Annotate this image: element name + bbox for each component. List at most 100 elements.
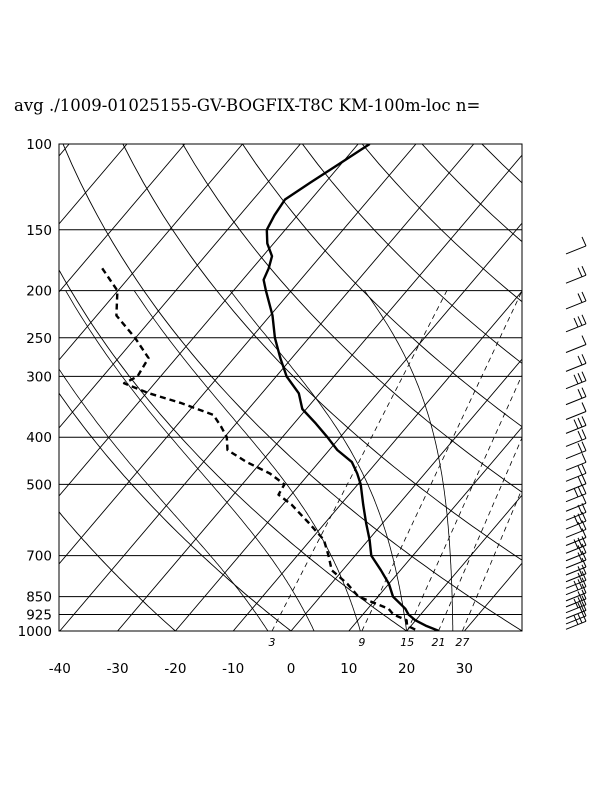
barb-shaft xyxy=(565,566,587,576)
wind-barb xyxy=(565,335,587,353)
mixing-ratio-label: 21 xyxy=(431,636,445,649)
temperature-tick-label: -20 xyxy=(164,661,186,677)
moist-adiabat xyxy=(59,368,269,631)
barb-shaft xyxy=(565,380,587,390)
mixing-ratio-label: 15 xyxy=(400,636,414,649)
barb-flag xyxy=(581,484,587,494)
barb-flag xyxy=(573,374,579,385)
mixing-ratio-line xyxy=(461,487,522,631)
barb-shaft xyxy=(565,544,587,554)
dry-adiabat xyxy=(242,144,522,428)
temperature-tick-label: 0 xyxy=(287,661,296,677)
barb-shaft xyxy=(565,461,587,471)
temperature-labels: -40 -30 -20 -10 0 10 20 30 xyxy=(49,661,473,677)
dry-adiabat xyxy=(361,144,522,303)
barb-shaft xyxy=(565,493,587,503)
barb-flag xyxy=(581,543,587,553)
wind-barb xyxy=(565,441,587,460)
wind-barb xyxy=(565,453,587,471)
wind-barb xyxy=(565,371,587,390)
temperature-profile xyxy=(262,144,440,631)
barb-shaft xyxy=(565,552,587,562)
temperature-tick-label: 10 xyxy=(340,661,357,677)
pressure-tick-label: 400 xyxy=(26,430,52,446)
barb-shaft xyxy=(565,609,587,619)
barb-flag xyxy=(577,504,583,515)
barb-flag xyxy=(577,521,583,532)
barb-flag xyxy=(573,515,579,525)
barb-flag xyxy=(581,474,587,484)
barb-shaft xyxy=(565,323,587,333)
isotherm xyxy=(59,144,475,631)
barb-flag xyxy=(577,486,583,496)
pressure-tick-label: 1000 xyxy=(18,624,52,640)
barb-flag xyxy=(581,441,587,451)
barb-flag xyxy=(581,464,587,474)
isotherm xyxy=(406,494,522,631)
isobars xyxy=(59,143,522,632)
dry-adiabat xyxy=(481,144,522,184)
isotherm xyxy=(232,290,522,631)
wind-barb xyxy=(565,511,587,530)
barb-shaft xyxy=(565,300,587,310)
pressure-tick-label: 250 xyxy=(26,331,52,347)
pressure-tick-label: 150 xyxy=(26,223,52,239)
barb-flag xyxy=(573,317,579,328)
barb-flag xyxy=(577,545,583,555)
isotherm xyxy=(117,154,522,631)
isotherm xyxy=(464,562,522,631)
barb-shaft xyxy=(565,411,587,420)
barb-flag xyxy=(577,316,583,326)
barb-flag xyxy=(581,595,587,605)
barb-flag xyxy=(581,612,587,622)
barb-shaft xyxy=(565,573,587,583)
barb-flag xyxy=(577,373,583,383)
isotherm xyxy=(59,144,128,225)
barb-flag xyxy=(581,354,587,364)
mixing-ratio-line xyxy=(438,436,522,631)
isotherm xyxy=(0,144,11,631)
barb-flag xyxy=(581,571,587,581)
wind-barb xyxy=(565,583,587,602)
wind-barb xyxy=(565,416,587,434)
isotherm xyxy=(521,630,522,631)
temperature-tick-label: 30 xyxy=(456,661,473,677)
barb-shaft xyxy=(565,592,587,602)
barb-flag xyxy=(577,579,583,589)
barb-flag xyxy=(581,371,587,381)
barb-flag xyxy=(577,566,583,576)
wind-barb xyxy=(565,402,587,420)
mixing-ratio-label: 9 xyxy=(358,636,365,649)
wind-barb xyxy=(565,577,587,596)
isotherm xyxy=(59,144,359,497)
barb-flag xyxy=(573,580,579,591)
barb-flag xyxy=(577,513,583,523)
mixing-ratio-line xyxy=(271,290,448,631)
barb-flag xyxy=(581,583,587,594)
wind-barb xyxy=(565,520,587,538)
barb-flag xyxy=(577,552,583,562)
barb-flag xyxy=(581,564,587,574)
moist-adiabat xyxy=(364,290,454,631)
pressure-tick-label: 925 xyxy=(26,608,52,624)
isotherm xyxy=(348,426,522,631)
barb-flag xyxy=(573,539,579,549)
pressure-tick-label: 100 xyxy=(26,137,52,153)
temperature-tick-label: -30 xyxy=(107,661,129,677)
barb-flag xyxy=(581,577,587,587)
barb-flag xyxy=(581,589,587,600)
barb-flag xyxy=(581,606,587,617)
moist-adiabat xyxy=(133,290,361,631)
wind-barb xyxy=(565,612,587,630)
isotherm xyxy=(290,358,522,631)
isotherm xyxy=(175,222,522,631)
wind-barb xyxy=(565,387,587,406)
mixing-ratio-labels: 3 9 15 21 27 xyxy=(269,636,470,649)
barb-flag xyxy=(577,355,583,366)
chart-title: avg ./1009-01025155-GV-BOGFIX-T8C KM-100… xyxy=(14,96,481,115)
mixing-ratio-label: 27 xyxy=(455,636,469,649)
wind-barb xyxy=(565,236,587,255)
isotherm xyxy=(59,144,301,429)
barb-shaft xyxy=(565,620,587,630)
